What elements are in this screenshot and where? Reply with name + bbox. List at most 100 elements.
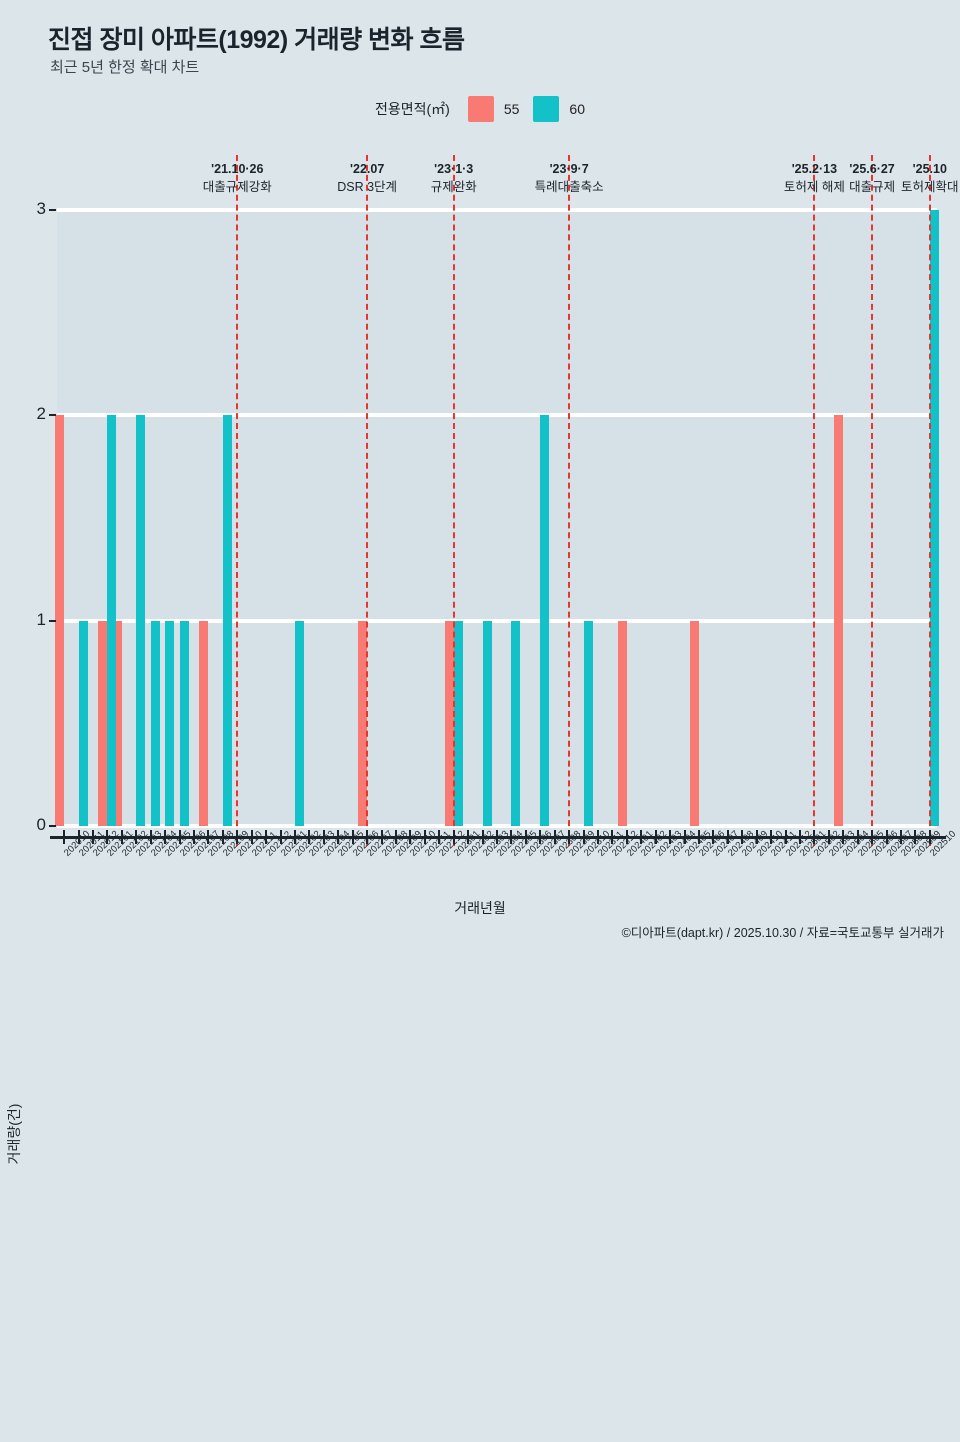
x-axis-tick-mark: [178, 830, 181, 844]
bar[interactable]: [150, 620, 160, 826]
x-axis-tick-mark: [726, 830, 729, 844]
event-annotation: '25.10 토허제확대: [860, 160, 960, 196]
x-axis-tick-mark: [106, 830, 109, 844]
bar[interactable]: [78, 620, 88, 826]
bar[interactable]: [617, 620, 627, 826]
x-axis-tick-mark: [337, 830, 340, 844]
event-line: [928, 155, 931, 846]
legend: 전용면적(㎡) 55 60: [0, 96, 960, 122]
y-axis-tick-label: 3: [36, 199, 46, 218]
bar[interactable]: [222, 415, 232, 826]
bar[interactable]: [482, 620, 492, 826]
bar[interactable]: [583, 620, 593, 826]
bar[interactable]: [358, 620, 368, 826]
bar[interactable]: [165, 620, 175, 826]
x-axis-tick-mark: [741, 830, 744, 844]
x-axis-tick-mark: [164, 830, 167, 844]
legend-item-60[interactable]: 60: [533, 96, 585, 122]
bar[interactable]: [511, 620, 521, 826]
x-axis-tick-mark: [265, 830, 268, 844]
x-axis-tick-mark: [207, 830, 210, 844]
x-axis-tick-mark: [625, 830, 628, 844]
y-axis-title: 거래량(건): [6, 1103, 22, 1165]
legend-title: 전용면적(㎡): [374, 101, 450, 117]
bar[interactable]: [55, 415, 65, 826]
x-axis-tick-mark: [481, 830, 484, 844]
x-axis-tick-mark: [496, 830, 498, 844]
x-axis-tick-mark: [438, 830, 441, 844]
x-axis-tick-mark: [697, 830, 700, 844]
y-axis-tick-mark: [49, 209, 56, 211]
gridline: [57, 824, 937, 828]
x-axis-tick-mark: [611, 830, 614, 844]
x-axis-tick-mark: [784, 830, 787, 844]
event-annotation-text: 토허제확대: [901, 180, 959, 195]
page-subtitle: 최근 5년 한정 확대 차트: [50, 59, 200, 76]
x-axis-tick-mark: [366, 830, 369, 844]
x-axis-tick-mark: [395, 830, 398, 844]
x-axis-tick-mark: [77, 830, 80, 844]
legend-swatch-55: [467, 96, 494, 122]
gridline: [57, 618, 937, 623]
y-axis-tick-label: 0: [36, 815, 46, 834]
x-axis-tick-mark: [640, 830, 643, 844]
x-axis-tick-mark: [308, 830, 311, 844]
bar[interactable]: [107, 415, 117, 826]
x-axis-tick-mark: [351, 830, 354, 844]
x-axis-tick-mark: [928, 830, 931, 844]
x-axis-tick-mark: [770, 830, 773, 844]
bar[interactable]: [689, 620, 699, 826]
event-line: [568, 155, 571, 846]
x-axis-tick-mark: [510, 830, 513, 844]
bar[interactable]: [453, 620, 463, 826]
x-axis-tick-mark: [582, 830, 585, 844]
y-axis-tick-mark: [49, 619, 56, 622]
bar[interactable]: [136, 415, 146, 826]
bar[interactable]: [834, 415, 844, 826]
x-axis-tick-mark: [236, 830, 239, 844]
x-axis-tick-mark: [193, 830, 196, 844]
page-title: 진접 장미 아파트(1992) 거래량 변화 흐름: [48, 26, 465, 54]
y-axis-tick-mark: [49, 825, 56, 827]
x-axis-title: 거래년월: [454, 900, 506, 916]
bar[interactable]: [112, 620, 122, 826]
legend-item-55[interactable]: 55: [467, 96, 519, 122]
x-axis-tick-mark: [827, 830, 830, 844]
bar[interactable]: [179, 620, 189, 826]
x-axis-tick-mark: [755, 830, 758, 844]
x-axis-tick-mark: [885, 830, 888, 844]
x-axis-tick-mark: [221, 830, 224, 844]
bar[interactable]: [540, 415, 550, 826]
gridline: [57, 208, 937, 212]
bar[interactable]: [199, 620, 209, 826]
x-axis-tick-mark: [63, 830, 66, 844]
bar[interactable]: [929, 210, 939, 826]
x-axis-tick-mark: [712, 830, 715, 844]
x-axis-tick-mark: [294, 830, 297, 844]
event-line: [452, 155, 455, 846]
bar[interactable]: [295, 620, 305, 826]
event-line: [871, 155, 874, 846]
gridline: [57, 413, 937, 418]
event-line: [366, 155, 369, 846]
x-axis-tick-mark: [856, 830, 859, 844]
bar[interactable]: [444, 620, 454, 826]
x-axis-tick-mark: [798, 830, 801, 844]
bar[interactable]: [98, 620, 108, 826]
event-line: [236, 155, 239, 846]
chart-page: 진접 장미 아파트(1992) 거래량 변화 흐름 최근 5년 한정 확대 차트…: [0, 26, 960, 1164]
x-axis-tick-mark: [409, 830, 412, 844]
y-axis-tick-mark: [49, 414, 56, 417]
x-axis-tick-mark: [568, 830, 571, 844]
x-axis-tick-mark: [669, 830, 672, 844]
x-axis-tick-mark: [322, 830, 325, 844]
x-axis-tick-mark: [813, 830, 816, 844]
x-axis-tick-mark: [250, 830, 253, 844]
x-axis-tick-mark: [149, 830, 152, 844]
event-annotation-date: '25.10: [912, 162, 947, 176]
x-axis-tick-mark: [452, 830, 455, 844]
x-axis-tick-mark: [423, 830, 426, 844]
x-axis-tick-mark: [899, 830, 902, 844]
plot-background: [57, 210, 937, 826]
legend-label-60: 60: [569, 101, 585, 117]
